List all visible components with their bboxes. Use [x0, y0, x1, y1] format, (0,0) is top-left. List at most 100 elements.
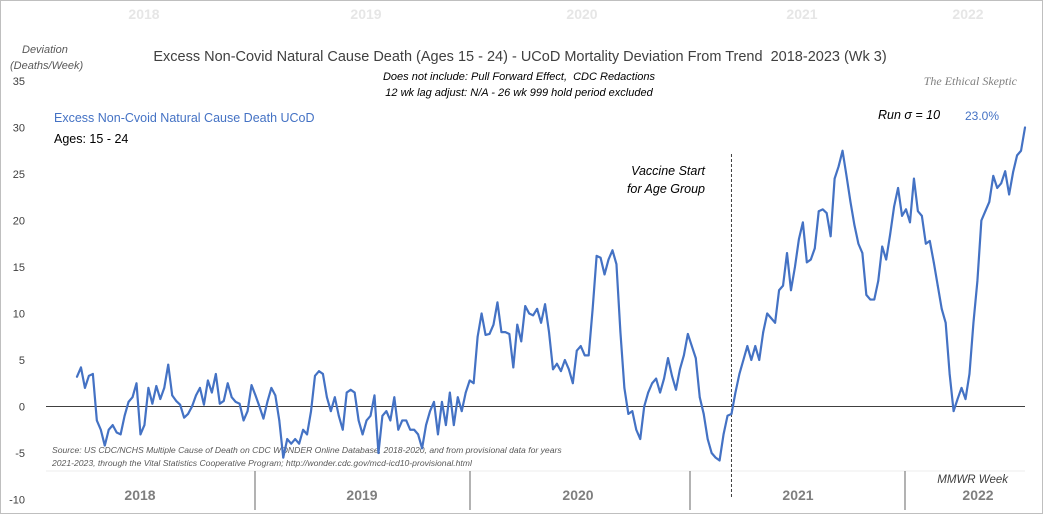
data-point [218, 402, 221, 405]
data-point [270, 387, 273, 389]
data-point [889, 233, 892, 236]
data-point [917, 210, 919, 213]
data-point [409, 428, 412, 431]
data-point [631, 410, 634, 413]
year-label-bottom: 2022 [962, 487, 993, 503]
data-point [119, 433, 122, 436]
data-point [984, 210, 987, 213]
data-point [163, 387, 166, 389]
data-point [821, 208, 824, 211]
data-point [429, 410, 431, 413]
data-point [659, 391, 661, 394]
bottom-year-labels: 2018 2019 2020 2021 2022 [46, 470, 1025, 510]
data-point [290, 442, 293, 445]
data-point [95, 419, 98, 422]
data-point [99, 428, 102, 431]
data-point [980, 219, 983, 222]
data-point [468, 379, 471, 382]
data-point [88, 374, 90, 377]
year-label-top: 2022 [952, 6, 983, 22]
data-point [476, 335, 479, 338]
data-point [488, 333, 491, 335]
data-point [207, 379, 209, 382]
data-point [611, 249, 614, 252]
data-point [298, 442, 301, 445]
data-point [385, 410, 388, 413]
data-point [710, 452, 713, 454]
data-point [718, 459, 721, 462]
data-point [421, 447, 423, 450]
y-tick-label: 15 [13, 262, 25, 274]
data-point [234, 400, 237, 403]
data-point [389, 419, 392, 422]
percent-label: 23.0% [965, 109, 999, 123]
y-tick-label: 0 [19, 402, 25, 414]
y-tick-label: 5 [19, 355, 25, 367]
data-point [920, 214, 923, 217]
data-point [230, 396, 233, 399]
data-point [139, 433, 142, 436]
data-point [758, 359, 761, 361]
data-point [1004, 170, 1007, 173]
data-point [952, 410, 955, 413]
data-point [552, 368, 554, 371]
year-label-bottom: 2019 [346, 487, 377, 503]
data-point [869, 298, 872, 301]
data-point [726, 414, 729, 417]
data-point [226, 382, 229, 385]
data-point [932, 261, 935, 264]
data-point [1008, 193, 1011, 196]
data-point [357, 419, 360, 422]
data-point [671, 374, 673, 377]
data-point [881, 245, 884, 248]
data-point [567, 368, 570, 371]
data-point [306, 433, 308, 436]
data-point [266, 400, 269, 403]
data-point [956, 398, 959, 400]
data-point [179, 403, 182, 406]
data-point [936, 284, 939, 287]
data-point [714, 456, 717, 459]
data-point [369, 414, 372, 417]
data-point [484, 333, 487, 336]
data-point [341, 428, 344, 431]
chart-subtitle-2: 12 wk lag adjust: N/A - 26 wk 999 hold p… [385, 87, 653, 99]
data-point [992, 174, 995, 177]
data-point [365, 419, 368, 422]
data-point [556, 362, 558, 365]
data-point [972, 321, 975, 324]
data-point [210, 391, 213, 394]
data-point [250, 384, 253, 387]
year-label-top: 2020 [566, 6, 597, 22]
data-point [76, 375, 78, 378]
data-point [524, 305, 527, 307]
data-point [782, 284, 784, 287]
data-point [861, 252, 864, 254]
data-point [845, 174, 848, 177]
data-point [151, 402, 154, 405]
data-point [639, 438, 642, 440]
data-point [310, 410, 312, 413]
data-point [913, 177, 915, 180]
data-point [698, 396, 701, 399]
data-point [444, 424, 447, 426]
data-point [496, 301, 499, 304]
data-point [353, 391, 356, 394]
data-point [905, 208, 907, 211]
data-point [885, 258, 888, 261]
y-tick-label: 20 [13, 216, 25, 228]
data-point [976, 280, 979, 282]
data-point [857, 242, 860, 245]
data-point [512, 366, 515, 369]
data-point [333, 396, 336, 399]
data-point [246, 410, 249, 413]
data-point [560, 370, 562, 373]
data-point [413, 428, 416, 431]
data-point [996, 187, 999, 189]
data-point [1020, 149, 1022, 152]
data-point [167, 363, 170, 366]
data-point [401, 419, 404, 422]
data-point [377, 452, 380, 454]
data-point [801, 221, 804, 224]
